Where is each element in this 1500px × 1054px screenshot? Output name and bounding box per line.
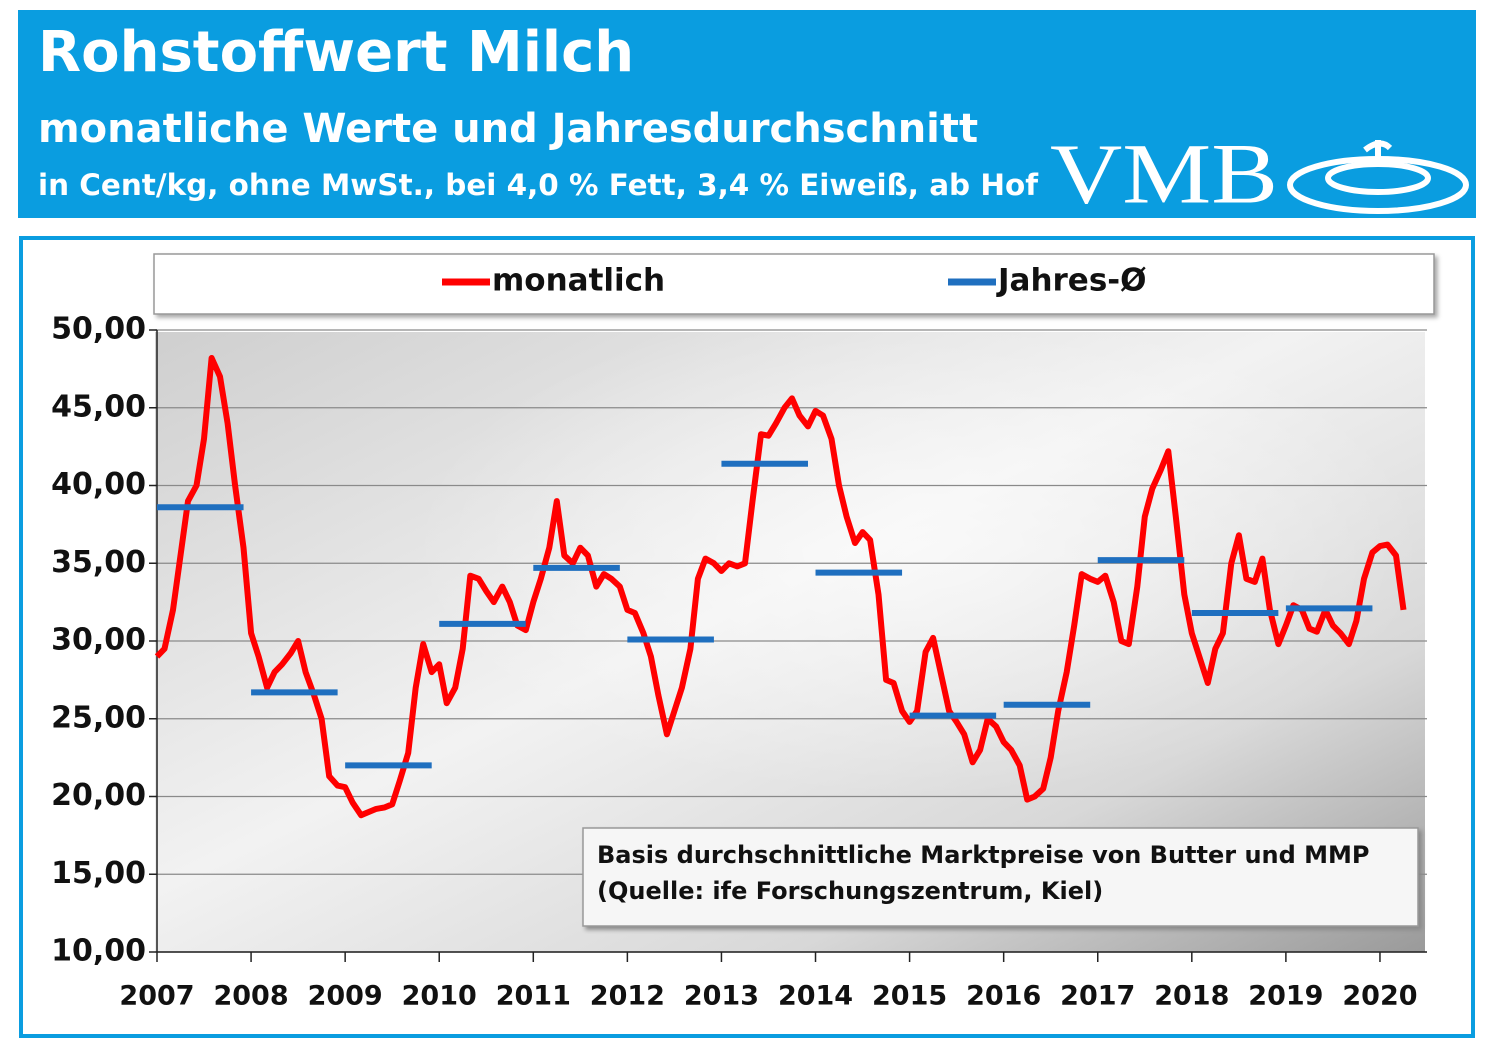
x-tick-label: 2011 [496,981,571,1012]
logo-mark [1287,140,1469,214]
y-tick-label: 10,00 [51,934,146,969]
y-tick-label: 45,00 [51,389,146,424]
x-tick-label: 2012 [590,981,665,1012]
x-tick-label: 2009 [308,981,383,1012]
logo: VMB [1050,126,1278,222]
x-tick-label: 2008 [213,981,288,1012]
annotation: (Quelle: ife Forschungszentrum, Kiel) [597,877,1103,905]
x-tick-label: 2017 [1060,981,1135,1012]
x-tick-label: 2018 [1154,981,1229,1012]
plot: 10,00 15,00 20,00 25,00 30,00 35,00 40,00 45,00… [51,312,1427,1012]
annotation-box [582,827,1419,927]
y-tick-label: 25,00 [51,700,146,735]
legend-label: monatlich [492,263,665,299]
y-tick-label: 35,00 [51,545,146,580]
x-tick-label: 2016 [966,981,1041,1012]
y-tick-label: 40,00 [51,467,146,502]
line-series [154,355,1407,819]
y-tick-label: 20,00 [51,778,146,813]
y-tick-label: 30,00 [51,623,146,658]
x-tick-label: 2013 [684,981,759,1012]
annotation: Basis durchschnittliche Marktpreise von … [597,841,1370,869]
subtitle: monatliche Werte und Jahresdurchschnitt [38,106,978,152]
legend-label: Jahres-Ø [996,263,1147,299]
x-tick-label: 2020 [1342,981,1417,1012]
title: Rohstoffwert Milch [38,20,634,85]
x-tick-label: 2014 [778,981,853,1012]
header-band [18,10,1476,218]
y-tick-label: 50,00 [51,312,146,347]
x-tick-label: 2015 [872,981,947,1012]
x-tick-label: 2010 [402,981,477,1012]
note: in Cent/kg, ohne MwSt., bei 4,0 % Fett, … [38,168,1038,202]
x-tick-label: 2007 [119,981,194,1012]
y-tick-label: 15,00 [51,856,146,891]
legend-box [153,253,1435,315]
x-tick-label: 2019 [1248,981,1323,1012]
